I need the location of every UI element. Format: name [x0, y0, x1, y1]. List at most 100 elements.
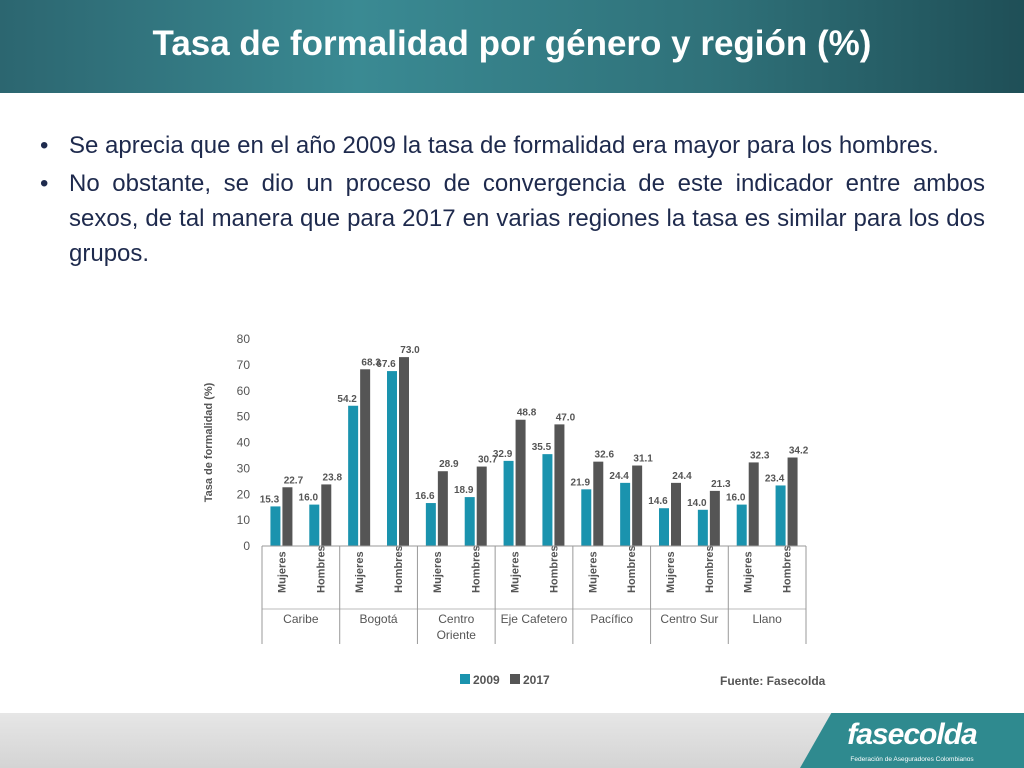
- x-subcategory-label: Hombres: [393, 545, 405, 593]
- y-tick-label: 80: [237, 332, 251, 346]
- x-subcategory-label: Hombres: [782, 545, 794, 593]
- y-tick-label: 0: [243, 539, 250, 553]
- y-tick-label: 20: [237, 487, 251, 501]
- data-label: 24.4: [609, 471, 629, 482]
- header-banner: Tasa de formalidad por género y región (…: [0, 0, 1024, 93]
- bar-2017: [748, 462, 759, 546]
- x-group-label: Centro: [438, 612, 474, 626]
- y-tick-label: 70: [237, 358, 251, 372]
- data-label: 16.6: [415, 491, 435, 502]
- x-subcategory-label: Mujeres: [743, 551, 755, 593]
- x-subcategory-label: Mujeres: [587, 551, 599, 593]
- bar-2017: [437, 471, 448, 546]
- x-group-label: Caribe: [283, 612, 319, 626]
- x-subcategory-label: Mujeres: [510, 551, 522, 593]
- data-label: 15.3: [260, 494, 280, 505]
- data-label: 32.6: [595, 450, 615, 461]
- data-label: 21.9: [571, 477, 591, 488]
- data-label: 34.2: [789, 446, 809, 457]
- source-note: Fuente: Fasecolda: [720, 674, 826, 688]
- footer-logo-panel: [800, 713, 1024, 768]
- data-label: 47.0: [556, 412, 576, 423]
- bar-2009: [425, 503, 436, 546]
- bar-2017: [399, 357, 409, 546]
- bar-2017: [709, 490, 720, 546]
- x-subcategory-label: Hombres: [315, 545, 327, 593]
- bar-2009: [542, 454, 553, 546]
- x-group-label: Eje Cafetero: [501, 612, 568, 626]
- x-subcategory-label: Hombres: [626, 545, 638, 593]
- x-subcategory-label: Mujeres: [276, 551, 288, 593]
- x-group-label: Pacífico: [590, 612, 633, 626]
- bar-2017: [671, 482, 681, 546]
- bar-2009: [659, 508, 669, 546]
- fasecolda-logo-subtitle: Federación de Aseguradores Colombianos: [850, 756, 974, 763]
- page-title: Tasa de formalidad por género y región (…: [152, 24, 872, 63]
- data-label: 18.9: [454, 485, 474, 496]
- data-label: 14.6: [648, 496, 668, 507]
- legend-label-2017: 2017: [523, 673, 550, 687]
- bar-2009: [775, 485, 786, 546]
- bar-2009: [503, 460, 514, 546]
- data-label: 31.1: [633, 454, 653, 465]
- y-tick-label: 50: [237, 410, 251, 424]
- bar-2017: [321, 484, 332, 546]
- data-label: 16.0: [726, 493, 746, 504]
- bar-2017: [360, 369, 371, 546]
- x-subcategory-label: Mujeres: [665, 551, 677, 593]
- data-label: 23.4: [765, 473, 785, 484]
- bullet-list: Se aprecia que en el año 2009 la tasa de…: [40, 128, 985, 274]
- data-label: 30.7: [478, 455, 498, 466]
- y-axis-label: Tasa de formalidad (%): [203, 382, 215, 502]
- bar-2017: [593, 461, 604, 546]
- data-label: 67.6: [376, 359, 396, 370]
- bullet-item: Se aprecia que en el año 2009 la tasa de…: [40, 128, 985, 163]
- bar-2017: [787, 457, 798, 546]
- x-group-label: Centro Sur: [660, 612, 718, 626]
- bar-2017: [632, 465, 643, 546]
- data-label: 54.2: [337, 394, 357, 405]
- x-subcategory-label: Mujeres: [354, 551, 366, 593]
- bar-2009: [620, 482, 631, 546]
- bar-2009: [464, 497, 475, 546]
- bullet-item: No obstante, se dio un proceso de conver…: [40, 166, 985, 271]
- x-subcategory-label: Hombres: [471, 545, 483, 593]
- data-label: 28.9: [439, 459, 459, 470]
- data-label: 48.8: [517, 408, 537, 419]
- data-label: 24.4: [672, 471, 692, 482]
- table-spacer: [262, 546, 806, 609]
- bar-2017: [554, 424, 565, 546]
- y-tick-label: 60: [237, 384, 251, 398]
- legend-swatch-2017: [510, 674, 520, 684]
- data-label: 22.7: [284, 475, 304, 486]
- fasecolda-logo: fasecolda: [847, 718, 977, 751]
- formality-bar-chart: Tasa de formalidad (%) 0 10 20 30 40 50 60 70 80 1…: [203, 332, 826, 688]
- bar-2009: [387, 371, 397, 546]
- y-tick-label: 30: [237, 461, 251, 475]
- bar-2017: [282, 487, 293, 546]
- data-label: 23.8: [323, 472, 343, 483]
- bar-2009: [697, 509, 708, 546]
- y-tick-label: 10: [237, 513, 251, 527]
- bar-2017: [515, 419, 526, 546]
- bar-2017: [476, 466, 487, 546]
- x-group-label-line2: Oriente: [437, 628, 477, 642]
- data-label: 32.3: [750, 450, 770, 461]
- x-subcategory-label: Hombres: [548, 545, 560, 593]
- data-label: 16.0: [299, 493, 319, 504]
- data-label: 14.0: [687, 498, 707, 509]
- bar-2009: [581, 489, 592, 546]
- legend-label-2009: 2009: [473, 673, 500, 687]
- data-label: 21.3: [711, 479, 731, 490]
- x-group-label: Bogotá: [360, 612, 398, 626]
- x-subcategory-label: Hombres: [704, 545, 716, 593]
- data-label: 32.9: [493, 449, 513, 460]
- x-group-label: Llano: [752, 612, 782, 626]
- legend-swatch-2009: [460, 674, 470, 684]
- data-label: 68.3: [361, 357, 381, 368]
- data-label: 73.0: [400, 345, 420, 356]
- y-tick-label: 40: [237, 436, 251, 450]
- bar-2009: [309, 504, 320, 546]
- bar-2009: [270, 506, 281, 546]
- bar-2009: [736, 504, 747, 546]
